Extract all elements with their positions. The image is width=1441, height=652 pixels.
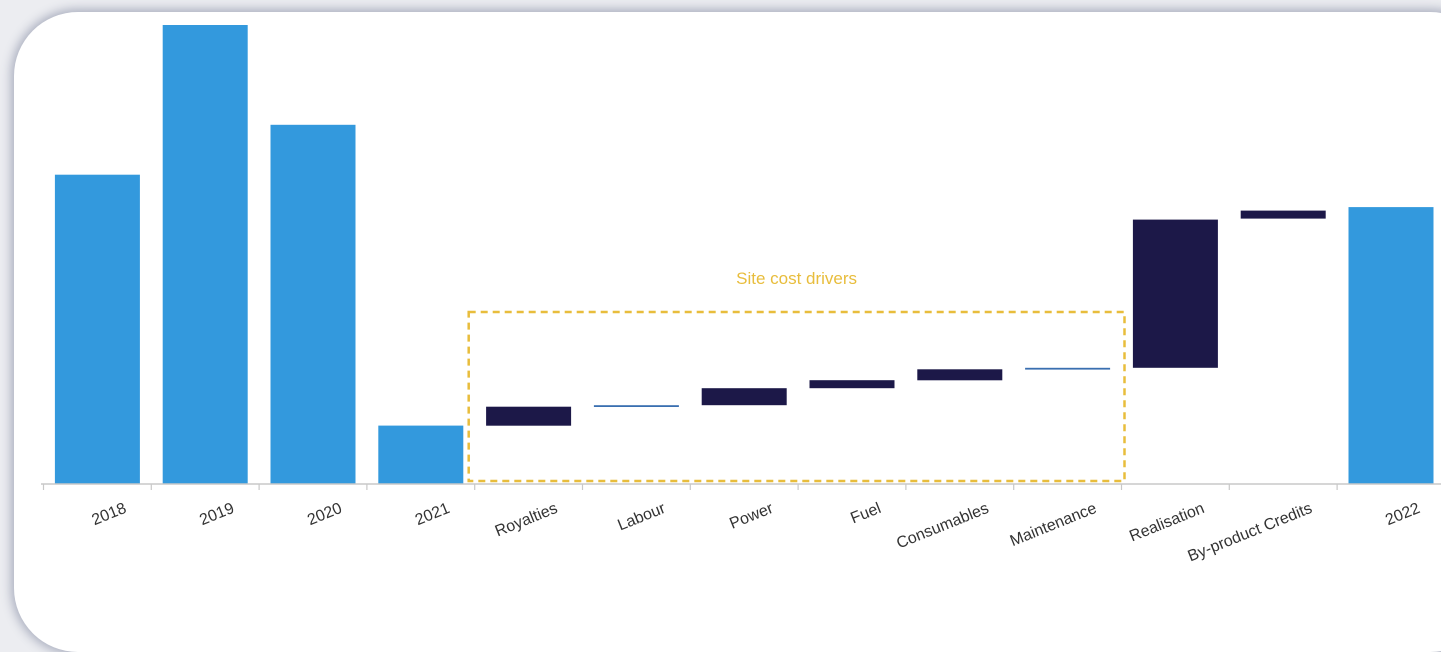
x-tick-label-2021: 2021 [413,500,452,529]
bar-labour [594,405,679,407]
x-tick-label-2020: 2020 [305,500,344,529]
x-axis-labels: 2018 2019 2020 2021 Royalties Labour Power Fuel… [90,500,1423,566]
waterfall-chart: 2018 2019 2020 2021 Royalties Labour Power Fuel… [14,12,1441,652]
x-axis-ticks [44,484,1441,490]
x-tick-label-by-product-credits: By-product Credits [1185,500,1314,565]
bar-power [702,388,787,405]
bar-maintenance [1025,368,1110,370]
bar-2022 [1349,207,1434,484]
x-tick-label-2022: 2022 [1383,500,1422,529]
bars-layer [55,25,1434,484]
bar-2020 [271,125,356,484]
site-cost-drivers-box [469,312,1125,481]
bar-royalties [486,407,571,426]
x-tick-label-royalties: Royalties [493,500,560,540]
x-tick-label-consumables: Consumables [894,500,991,552]
x-tick-label-labour: Labour [615,500,668,535]
bar-2018 [55,175,140,484]
bar-consumables [917,369,1002,380]
x-tick-label-maintenance: Maintenance [1008,500,1099,550]
site-cost-drivers-label: Site cost drivers [736,269,857,288]
x-tick-label-fuel: Fuel [848,500,883,527]
x-tick-label-2019: 2019 [197,500,236,529]
chart-card: 2018 2019 2020 2021 Royalties Labour Power Fuel… [14,12,1441,652]
bar-by-product-credits [1241,211,1326,219]
bar-2019 [163,25,248,484]
x-tick-label-realisation: Realisation [1127,500,1207,545]
bar-realisation [1133,220,1218,368]
x-tick-label-power: Power [727,500,776,533]
x-tick-label-2018: 2018 [90,500,129,529]
bar-2021 [378,426,463,484]
bar-fuel [810,380,895,388]
